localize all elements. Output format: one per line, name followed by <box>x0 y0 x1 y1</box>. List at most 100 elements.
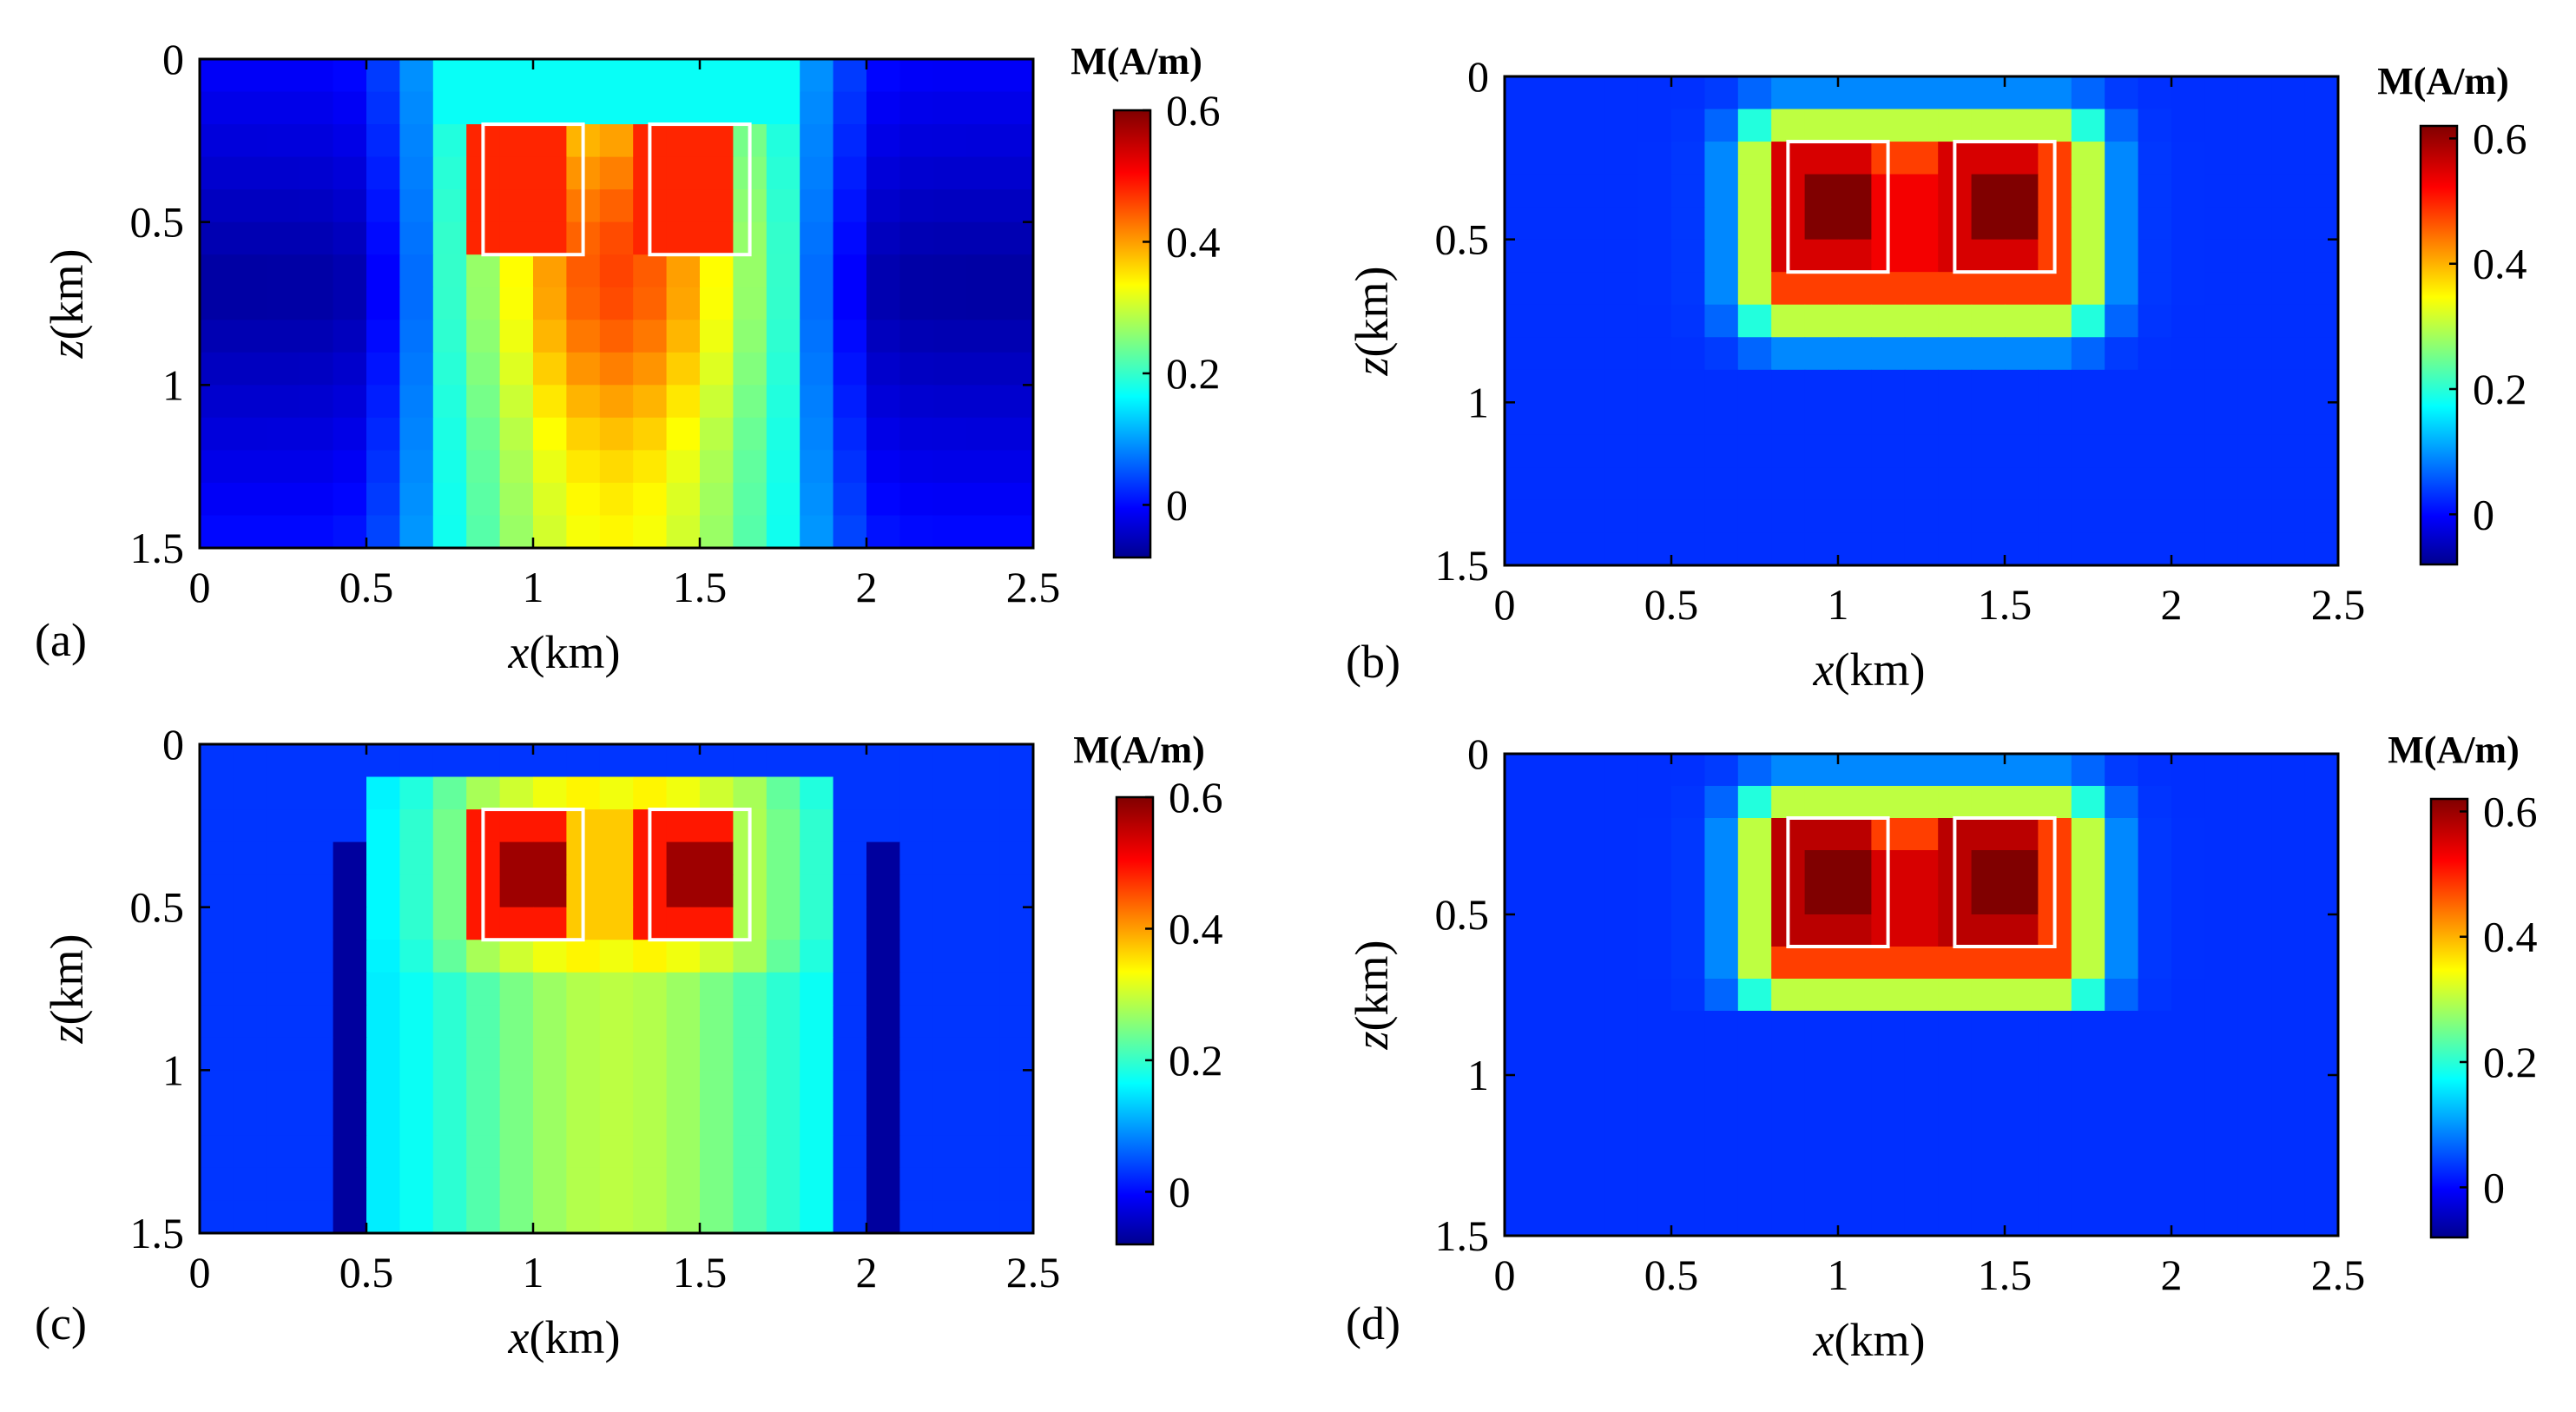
heatmap-cell <box>899 59 934 93</box>
heatmap-cell <box>399 1135 434 1169</box>
heatmap-cell <box>1804 239 1839 273</box>
heatmap-cell <box>2005 1204 2039 1237</box>
panel-label-a: (a) <box>35 614 87 666</box>
heatmap-cell <box>1737 914 1772 947</box>
heatmap-cell <box>1571 467 1605 501</box>
heatmap-cell <box>499 972 534 1006</box>
heatmap-cell <box>2105 1107 2139 1140</box>
heatmap-cell <box>1637 76 1672 110</box>
heatmap-cell <box>432 874 467 908</box>
heatmap-cell <box>999 450 1034 484</box>
heatmap-cell <box>566 515 601 549</box>
heatmap-cell <box>1771 272 1806 306</box>
heatmap-cell <box>2271 304 2306 338</box>
heatmap-cell <box>666 907 701 940</box>
heatmap-cell <box>766 744 800 778</box>
heatmap-cell <box>333 91 367 125</box>
colorbar-ticks-a: 00.20.40.6 <box>1143 86 1221 529</box>
heatmap-cell <box>2138 532 2172 566</box>
heatmap-cell <box>1938 304 1973 338</box>
heatmap-cell <box>2171 239 2205 273</box>
heatmap-cell <box>1737 1011 1772 1044</box>
heatmap-cell <box>1604 850 1639 883</box>
heatmap-cell <box>2071 1107 2105 1140</box>
heatmap-cell <box>1904 304 1939 338</box>
heatmap-cell <box>233 841 267 875</box>
heatmap-cell <box>366 189 400 223</box>
heatmap-cell <box>1804 207 1839 241</box>
heatmap-cell <box>1704 1043 1739 1076</box>
heatmap-cell <box>200 515 234 549</box>
heatmap-cell <box>599 1167 634 1202</box>
heatmap-cell <box>300 809 334 843</box>
heatmap-cell <box>800 515 834 549</box>
heatmap-cell <box>999 874 1034 908</box>
heatmap-cell <box>1938 369 1973 403</box>
heatmap-cell <box>200 450 234 484</box>
heatmap-cell <box>499 809 534 843</box>
heatmap-cell <box>399 91 434 125</box>
heatmap-cell <box>266 776 300 810</box>
heatmap-cell <box>2071 369 2105 403</box>
heatmap-cell <box>599 287 634 320</box>
heatmap-cell <box>2038 1107 2072 1140</box>
heatmap-cell <box>1571 207 1605 241</box>
panel-b: 0 0.5 1 1.5 2 2.5 00.511.5 x(km) z(km) (b) 00… <box>1346 52 2527 696</box>
heatmap-cell <box>432 156 467 190</box>
heatmap-cell <box>1971 499 2006 534</box>
heatmap-cell <box>300 385 334 419</box>
heatmap-cell <box>2304 786 2339 819</box>
y-tick-label: 1 <box>1467 378 1489 426</box>
heatmap-cell <box>2204 850 2239 883</box>
true-bodies-b <box>1786 140 2057 274</box>
y-tick-label: 0 <box>162 35 184 83</box>
heatmap-cell <box>2237 142 2272 175</box>
heatmap-cell <box>2237 109 2272 142</box>
heatmap-cell <box>266 515 300 549</box>
heatmap-cell <box>766 907 800 940</box>
heatmap-cell <box>1838 818 1872 851</box>
heatmap-cell <box>1904 818 1939 851</box>
heatmap-cell <box>2071 818 2105 851</box>
heatmap-cell <box>1871 754 1906 787</box>
heatmap-cell <box>2138 979 2172 1012</box>
heatmap-cell <box>866 221 900 255</box>
heatmap-cell <box>2204 914 2239 947</box>
heatmap-cell <box>966 450 1001 484</box>
heatmap-cell <box>2071 337 2105 371</box>
heatmap-cell <box>266 450 300 484</box>
y-ticks-b: 00.511.5 <box>1435 52 2338 590</box>
heatmap-cell <box>899 809 934 843</box>
heatmap-cell <box>833 744 867 778</box>
heatmap-cell <box>2038 337 2072 371</box>
heatmap-cell <box>700 515 734 549</box>
heatmap-cell <box>700 385 734 419</box>
heatmap-cell <box>366 417 400 451</box>
colorbar-d <box>2429 797 2469 1239</box>
heatmap-cell <box>200 1167 234 1202</box>
heatmap-cell <box>566 482 601 517</box>
heatmap-cell <box>1571 818 1605 851</box>
heatmap-cell <box>2071 786 2105 819</box>
heatmap-cell <box>2204 174 2239 208</box>
heatmap-cell <box>2204 369 2239 403</box>
heatmap-cell <box>1637 882 1672 915</box>
heatmap-cell <box>1871 434 1906 468</box>
heatmap-cell <box>1704 304 1739 338</box>
heatmap-cell <box>2138 402 2172 436</box>
heatmap-cell <box>2071 914 2105 947</box>
heatmap-cell <box>966 1037 1001 1071</box>
heatmap-cell <box>1538 239 1572 273</box>
heatmap-cell <box>2304 850 2339 883</box>
heatmap-cell <box>1971 532 2006 566</box>
heatmap-cell <box>932 450 967 484</box>
heatmap-cell <box>1671 1139 1705 1172</box>
heatmap-cell <box>733 1070 768 1104</box>
heatmap-cell <box>1771 109 1806 142</box>
heatmap-cell <box>1704 786 1739 819</box>
colorbar-tick-label: 0.6 <box>1166 86 1221 135</box>
heatmap-cell <box>666 352 701 386</box>
heatmap-cell <box>766 940 800 973</box>
heatmap-cell <box>1704 1139 1739 1172</box>
y-ticks-a: 00.511.5 <box>130 35 1033 572</box>
